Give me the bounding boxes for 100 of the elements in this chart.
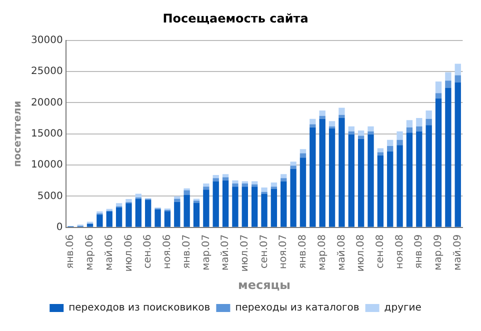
x-tick-label: сен.07: [258, 234, 270, 268]
bar: [193, 202, 200, 227]
bar: [203, 186, 210, 190]
y-tick-label: 10000: [31, 160, 63, 171]
bar: [222, 174, 229, 178]
bar: [212, 181, 219, 227]
bar: [328, 121, 336, 126]
bar: [368, 134, 374, 227]
x-tick-label: май.09: [452, 234, 464, 270]
bar: [116, 203, 122, 206]
x-tick-label: ноя.08: [394, 234, 406, 269]
x-axis-title: месяцы: [238, 278, 291, 292]
bar: [280, 178, 287, 182]
bar: [310, 127, 316, 227]
bar: [300, 153, 306, 158]
bar: [338, 118, 345, 227]
legend-label: другие: [384, 302, 422, 314]
bar: [232, 186, 238, 227]
x-tick-label: май.06: [104, 234, 115, 270]
y-tick-label: 0: [56, 222, 63, 233]
chart-title: Посещаемость сайта: [162, 11, 308, 26]
bar: [203, 183, 210, 187]
bar: [338, 114, 345, 118]
bar: [270, 188, 278, 227]
bar: [212, 178, 219, 182]
bar: [328, 128, 336, 227]
bar: [377, 152, 384, 156]
x-tick-label: мар.07: [200, 234, 212, 270]
bar: [426, 110, 432, 119]
y-tick-label: 20000: [31, 97, 63, 108]
bar: [368, 126, 374, 132]
bar: [174, 196, 180, 199]
bar: [154, 209, 161, 227]
x-tick-label: мар.08: [316, 234, 328, 270]
bar: [319, 110, 326, 116]
bar: [174, 198, 180, 202]
bar: [280, 174, 287, 178]
bar: [310, 124, 316, 128]
bar: [300, 149, 306, 154]
y-tick-label: 25000: [31, 66, 63, 78]
x-tick-label: ноя.07: [278, 234, 290, 269]
bar: [406, 127, 413, 133]
bar: [242, 186, 248, 227]
bar: [261, 194, 268, 227]
x-tick-label: май.08: [336, 234, 348, 270]
bar: [435, 93, 442, 98]
bar: [300, 158, 306, 227]
legend-label: переходы из каталогов: [235, 302, 360, 314]
bar: [416, 131, 422, 227]
bar: [116, 207, 122, 227]
bar: [348, 126, 354, 132]
bar: [396, 140, 403, 146]
bar: [86, 224, 94, 227]
bar: [406, 120, 413, 128]
bar: [184, 194, 190, 227]
bar: [426, 118, 432, 126]
bar: [396, 145, 403, 227]
bar: [348, 134, 354, 227]
bar: [426, 125, 432, 227]
x-tick-label: июл.06: [123, 234, 134, 272]
bar: [454, 64, 461, 76]
bar: [406, 132, 413, 227]
x-tick-label: июл.07: [239, 234, 250, 272]
y-tick-label: 30000: [31, 34, 63, 46]
bar: [280, 181, 287, 227]
bar: [222, 180, 229, 227]
bar: [348, 131, 354, 135]
bar: [387, 140, 394, 146]
bar: [319, 118, 326, 227]
bar: [338, 108, 345, 115]
bar: [368, 131, 374, 135]
bar: [232, 180, 238, 184]
bar: [222, 177, 229, 180]
bar: [377, 148, 384, 152]
bar: [261, 188, 268, 192]
bar: [252, 181, 258, 184]
x-tick-label: янв.08: [298, 234, 309, 269]
bar: [358, 138, 364, 227]
bar: [145, 200, 152, 227]
bar: [270, 182, 278, 187]
bar: [454, 75, 461, 82]
x-tick-label: янв.09: [414, 234, 425, 269]
bar: [135, 199, 142, 227]
y-tick-label: 15000: [31, 128, 63, 140]
bar: [184, 190, 190, 195]
bar: [387, 151, 394, 227]
bar: [435, 82, 442, 94]
bar: [445, 88, 452, 227]
bar: [126, 203, 132, 227]
bar: [445, 72, 452, 81]
bar: [416, 118, 422, 126]
x-tick-label: ноя.06: [162, 234, 174, 269]
legend-label: переходов из поисковиков: [68, 302, 210, 314]
bar: [416, 126, 422, 132]
x-tick-label: сен.06: [142, 234, 154, 268]
bar: [212, 175, 219, 178]
x-tick-label: май.07: [220, 234, 232, 270]
y-axis-title: посетители: [12, 100, 24, 167]
bar: [242, 183, 248, 187]
bar: [290, 162, 296, 166]
